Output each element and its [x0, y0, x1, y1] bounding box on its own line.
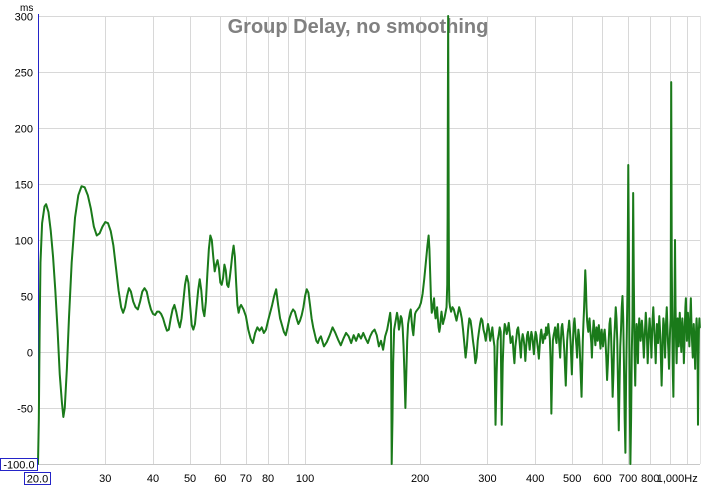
series-layer — [37, 15, 701, 465]
y-axis-unit: ms — [20, 3, 33, 14]
x-tick-label: 200 — [411, 473, 429, 485]
y-tick-label: 0 — [27, 348, 33, 360]
x-tick-label: 30 — [99, 473, 111, 485]
x-min-label: 20.0 — [27, 474, 48, 486]
x-tick-label: 300 — [478, 473, 496, 485]
x-tick-label: 400 — [526, 473, 544, 485]
x-tick-label: 800 — [641, 473, 659, 485]
y-min-box — [0, 458, 38, 471]
x-tick-label: 600 — [593, 473, 611, 485]
y-tick-label: 300 — [15, 12, 33, 24]
x-tick-label: 1,000Hz — [657, 473, 698, 485]
y-tick-label: 50 — [21, 292, 33, 304]
y-tick-label: 200 — [15, 124, 33, 136]
x-tick-label: 70 — [240, 473, 252, 485]
x-tick-label: 700 — [619, 473, 637, 485]
chart-title: Group Delay, no smoothing — [228, 16, 489, 38]
y-tick-label: -50 — [17, 404, 33, 416]
label-layer: -50 0 50 100 150 200 250 300 30 40 50 60 70 80 100 200 3… — [0, 12, 698, 486]
y-tick-label: 150 — [15, 180, 33, 192]
y-min-label: -100.0 — [3, 460, 34, 472]
x-tick-label: 60 — [214, 473, 226, 485]
x-tick-label: 100 — [296, 473, 314, 485]
x-min-box — [24, 472, 51, 485]
x-tick-label: 40 — [147, 473, 159, 485]
group-delay-line — [37, 15, 701, 465]
x-tick-label: 50 — [184, 473, 196, 485]
x-tick-label: 80 — [262, 473, 274, 485]
y-tick-label: 100 — [15, 236, 33, 248]
x-tick-label: 500 — [563, 473, 581, 485]
y-tick-label: 250 — [15, 68, 33, 80]
